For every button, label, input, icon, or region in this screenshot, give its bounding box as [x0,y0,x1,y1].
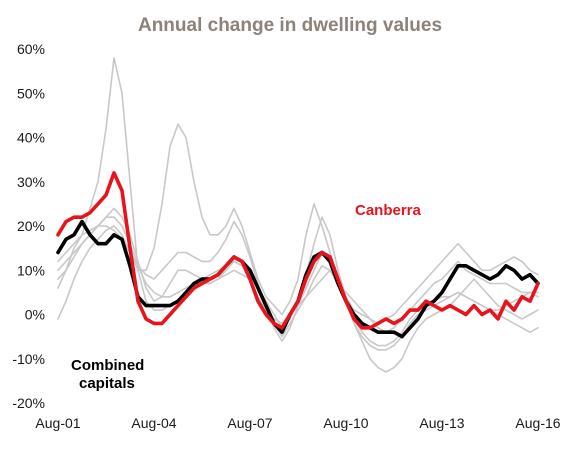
y-tick-label: -20% [12,395,45,411]
x-tick-label: Aug-10 [323,415,368,431]
x-axis-tick-labels: Aug-01 Aug-04 Aug-07 Aug-10 Aug-13 Aug-16 [35,415,560,431]
y-tick-label: 60% [17,41,45,57]
y-tick-label: 20% [17,218,45,234]
x-tick-label: Aug-07 [227,415,272,431]
y-tick-label: 30% [17,174,45,190]
x-tick-label: Aug-01 [35,415,80,431]
y-tick-label: 0% [25,307,45,323]
x-tick-label: Aug-04 [131,415,176,431]
y-tick-label: 50% [17,85,45,101]
series-lines [56,57,540,373]
x-tick-label: Aug-16 [515,415,560,431]
y-tick-label: 40% [17,130,45,146]
y-tick-label: -10% [12,351,45,367]
combined-capitals-annotation-line2: capitals [79,375,135,392]
y-tick-label: 10% [17,262,45,278]
canberra-annotation: Canberra [355,202,422,219]
series-line-city-a [57,57,539,373]
combined-capitals-annotation-line1: Combined [71,357,144,374]
y-axis-tick-labels: 60% 50% 40% 30% 20% 10% 0% -10% -20% [12,41,45,411]
series-line-city-c [57,207,539,342]
series-line-canberra [56,171,540,330]
chart-title: Annual change in dwelling values [138,15,442,36]
x-tick-label: Aug-13 [419,415,464,431]
